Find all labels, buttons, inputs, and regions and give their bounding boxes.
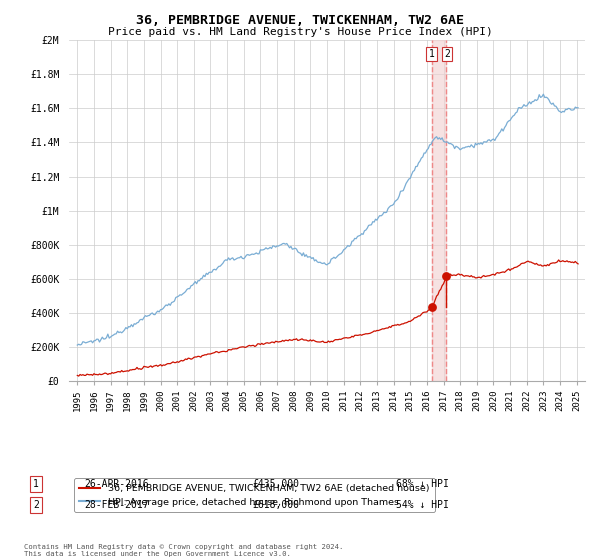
Text: £435,000: £435,000 (252, 479, 299, 489)
Text: 2: 2 (444, 49, 450, 59)
Text: 2: 2 (33, 500, 39, 510)
Bar (432, 40, 446, 381)
Text: 54% ↓ HPI: 54% ↓ HPI (396, 500, 449, 510)
Text: £618,000: £618,000 (252, 500, 299, 510)
Point (442, 271, 451, 280)
Text: Price paid vs. HM Land Registry's House Price Index (HPI): Price paid vs. HM Land Registry's House … (107, 27, 493, 37)
Legend: 36, PEMBRIDGE AVENUE, TWICKENHAM, TW2 6AE (detached house), HPI: Average price, : 36, PEMBRIDGE AVENUE, TWICKENHAM, TW2 6A… (74, 478, 435, 512)
Text: 1: 1 (428, 49, 434, 59)
Point (427, 302, 437, 311)
Text: 1: 1 (33, 479, 39, 489)
Text: 36, PEMBRIDGE AVENUE, TWICKENHAM, TW2 6AE: 36, PEMBRIDGE AVENUE, TWICKENHAM, TW2 6A… (136, 14, 464, 27)
Text: Contains HM Land Registry data © Crown copyright and database right 2024.
This d: Contains HM Land Registry data © Crown c… (24, 544, 343, 557)
Text: 28-FEB-2017: 28-FEB-2017 (84, 500, 149, 510)
Text: 68% ↓ HPI: 68% ↓ HPI (396, 479, 449, 489)
Text: 26-APR-2016: 26-APR-2016 (84, 479, 149, 489)
